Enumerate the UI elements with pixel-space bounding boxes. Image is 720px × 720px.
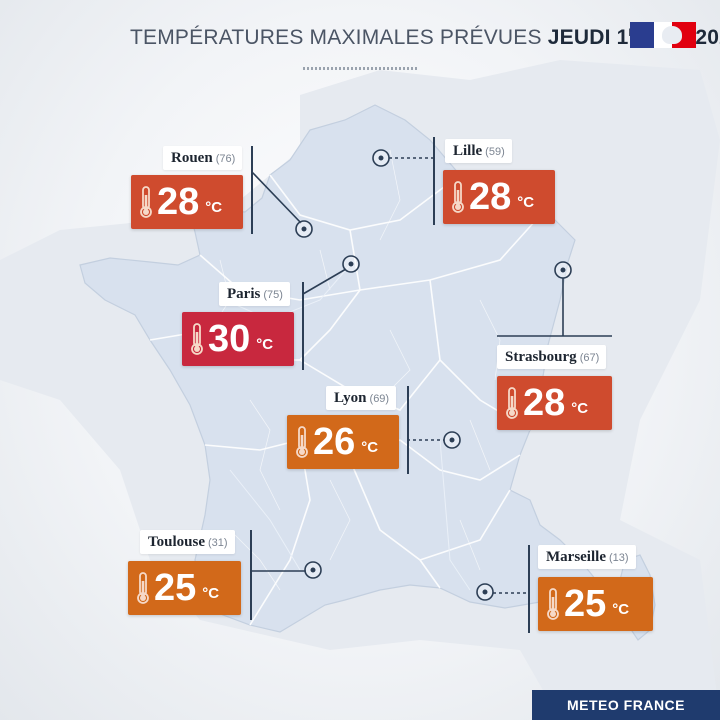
department-number: (31) <box>207 537 228 549</box>
city-name: Strasbourg <box>505 349 577 365</box>
temperature-unit: °C <box>361 438 379 456</box>
city-name: Lyon <box>334 390 367 406</box>
city-name: Lille <box>453 143 483 159</box>
temperature-unit: °C <box>205 198 223 216</box>
city-label: Lyon (69) <box>326 386 397 410</box>
temperature-box: 28 °C <box>497 376 612 430</box>
department-number: (67) <box>579 352 600 364</box>
temperature-unit: °C <box>517 193 535 211</box>
republique-francaise-logo <box>630 22 697 48</box>
city-label: Toulouse (31) <box>140 530 235 554</box>
title-prefix: TEMPÉRATURES MAXIMALES PRÉVUES <box>130 26 542 49</box>
temperature-unit: °C <box>612 600 630 618</box>
department-number: (76) <box>215 153 236 165</box>
meteo-france-logo: METEO FRANCE <box>532 690 720 720</box>
callout-divider-line <box>528 545 530 633</box>
temperature-box: 30 °C <box>182 312 294 366</box>
thermometer-icon <box>137 572 149 604</box>
city-name: Paris <box>227 286 261 302</box>
callout-divider-line <box>251 146 253 234</box>
temperature-box: 26 °C <box>287 415 399 469</box>
temperature-unit: °C <box>202 584 220 602</box>
callout-divider-line <box>250 530 252 620</box>
callout-divider-line <box>407 386 409 474</box>
city-name: Toulouse <box>148 534 205 550</box>
temperature-value: 28 <box>469 176 512 218</box>
temperature-box: 28 °C <box>443 170 555 224</box>
callout-divider-line <box>302 282 304 370</box>
city-label: Marseille (13) <box>538 545 636 569</box>
temperature-box: 25 °C <box>128 561 241 615</box>
city-label: Strasbourg (67) <box>497 345 607 369</box>
thermometer-icon <box>506 387 518 419</box>
temperature-unit: °C <box>256 335 274 353</box>
department-number: (75) <box>263 289 283 301</box>
thermometer-icon <box>452 181 464 213</box>
france-outline <box>79 104 601 633</box>
temperature-value: 28 <box>523 382 566 424</box>
thermometer-icon <box>547 588 559 620</box>
temperature-value: 25 <box>564 583 607 625</box>
paris-leader-line <box>302 268 347 295</box>
city-name: Marseille <box>546 549 606 565</box>
thermometer-icon <box>296 426 308 458</box>
rivers <box>224 264 471 591</box>
temperature-value: 26 <box>313 421 356 463</box>
department-number: (69) <box>369 393 390 405</box>
department-number: (13) <box>608 552 629 564</box>
city-label: Paris (75) <box>219 282 290 306</box>
temperature-value: 28 <box>157 181 200 223</box>
thermometer-icon <box>191 323 203 355</box>
temperature-unit: °C <box>571 399 589 417</box>
department-borders <box>209 149 501 591</box>
department-number: (59) <box>485 146 505 158</box>
rouen-leader-line <box>251 171 302 224</box>
temperature-value: 30 <box>208 318 251 360</box>
thermometer-icon <box>140 186 152 218</box>
temperature-box: 28 °C <box>131 175 243 229</box>
city-name: Rouen <box>171 150 213 166</box>
title-underline <box>303 67 417 70</box>
temperature-value: 25 <box>154 567 197 609</box>
city-label: Lille (59) <box>445 139 512 163</box>
markers <box>250 149 612 601</box>
city-label: Rouen (76) <box>163 146 243 170</box>
temperature-box: 25 °C <box>538 577 653 631</box>
callout-divider-line <box>433 137 435 225</box>
